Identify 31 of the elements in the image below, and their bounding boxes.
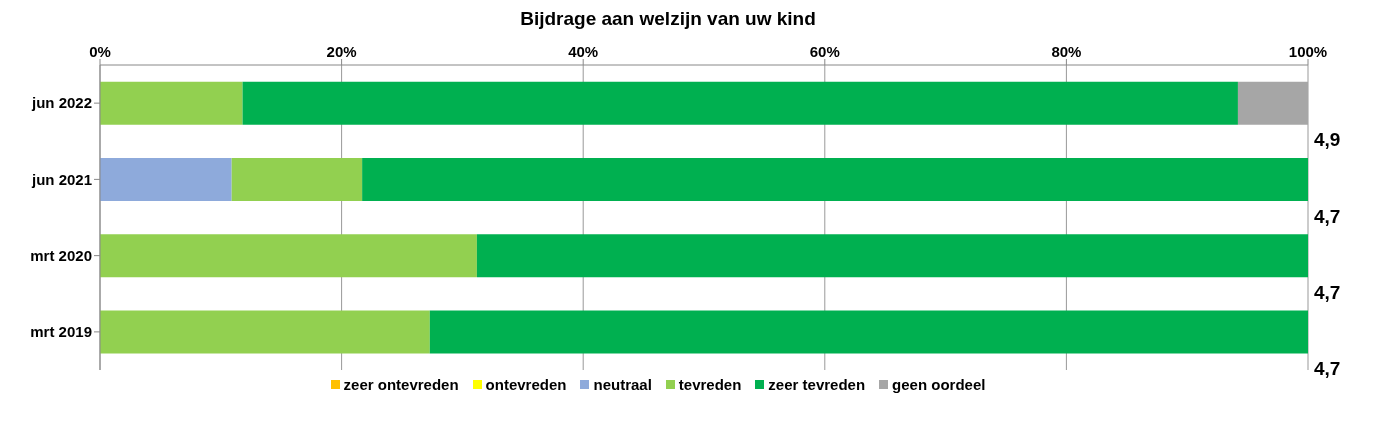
y-tick-label: jun 2022: [30, 94, 92, 112]
bar: [429, 310, 1308, 354]
bar: [100, 158, 232, 202]
text: 4,7: [1314, 281, 1341, 304]
legend-label: ontevreden: [484, 376, 567, 393]
y-tick-label: mrt 2020: [30, 246, 92, 264]
bar: [100, 234, 477, 278]
x-tick-label: 40%: [568, 43, 599, 60]
chart-title: Bijdrage aan welzijn van uw kind: [519, 8, 817, 30]
legend-label: tevreden: [677, 376, 742, 393]
text: 4,7: [1314, 205, 1341, 228]
bar: [100, 310, 430, 354]
legend-label: zeer ontevreden: [342, 376, 459, 393]
legend-label: zeer tevreden: [767, 376, 866, 393]
bar: [362, 158, 1308, 202]
x-tick-label: 80%: [1051, 43, 1082, 60]
legend-label: neutraal: [592, 376, 652, 393]
text: 4,7: [1314, 358, 1341, 380]
y-tick-label: mrt 2019: [30, 323, 92, 341]
legend-label: geen oordeel: [891, 376, 986, 393]
x-tick-label: 100%: [1288, 43, 1328, 60]
bar: [476, 234, 1308, 278]
y-tick-label: jun 2021: [30, 170, 92, 188]
bar: [1237, 81, 1308, 125]
x-tick-label: 20%: [326, 43, 357, 60]
bar: [100, 81, 243, 125]
bar: [242, 81, 1238, 125]
text: 4,9: [1314, 129, 1341, 152]
x-tick-label: 60%: [809, 43, 840, 60]
bar: [231, 158, 363, 202]
x-tick-label: 0%: [89, 43, 111, 60]
